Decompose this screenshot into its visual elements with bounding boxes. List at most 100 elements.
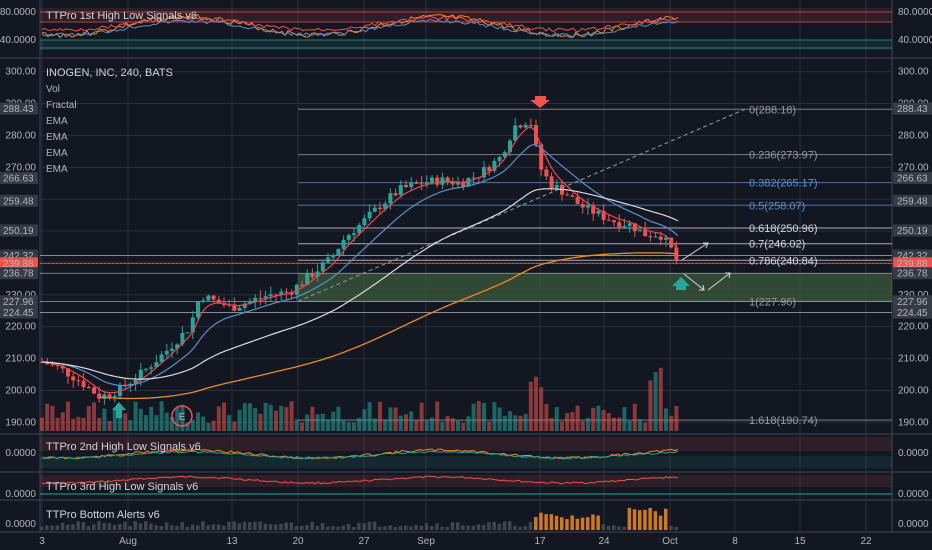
candle: [513, 125, 518, 141]
price-tag-left-text: 266.63: [3, 174, 34, 185]
price-tag-right-text: 250.19: [897, 226, 928, 237]
volume-bar: [367, 402, 372, 431]
alert-bar: [648, 508, 652, 530]
volume-bar: [445, 416, 450, 431]
x-tick-label: 24: [598, 536, 610, 547]
candle: [606, 219, 611, 221]
p3-title: TTPro 3rd High Low Signals v6: [46, 481, 198, 493]
alert-bar: [284, 522, 288, 530]
volume-bar: [492, 402, 497, 431]
second-indicator-panel[interactable]: 0.0000 0.0000: [5, 437, 929, 468]
alert-bar: [404, 525, 408, 530]
price-panel[interactable]: 0(288.18) 0.236(273.97) 0.382(265.17) 0.5(2…: [0, 96, 932, 431]
alert-bar: [279, 523, 283, 530]
volume-bar: [185, 422, 190, 431]
volume-bar: [336, 406, 341, 431]
candle: [180, 332, 185, 345]
volume-bar: [612, 417, 616, 431]
candle: [112, 395, 117, 397]
volume-bar: [638, 418, 642, 431]
price-tag-left: [0, 194, 38, 207]
candle: [352, 233, 356, 236]
alert-bar: [123, 521, 127, 530]
candle: [627, 223, 632, 226]
fib-label-0.5: 0.5(258.07): [749, 200, 805, 212]
volume-bar: [560, 421, 564, 431]
top-oscillator-red: [41, 15, 679, 32]
p2-tick-left: 0.0000: [5, 448, 36, 459]
candle: [216, 299, 221, 303]
alert-bar: [653, 511, 658, 530]
alert-bar: [232, 521, 236, 530]
alert-bar: [414, 524, 418, 530]
alert-bar: [586, 517, 590, 530]
candle: [523, 124, 528, 128]
candle: [393, 193, 398, 196]
candle: [518, 125, 523, 128]
candle: [378, 207, 382, 210]
y-tick-label-right: 210.00: [898, 354, 929, 365]
price-tag-right-text: 239.88: [897, 259, 928, 270]
volume-bar: [138, 408, 143, 431]
candle: [419, 183, 424, 185]
volume-bar: [419, 402, 424, 431]
candle: [97, 393, 102, 399]
volume-bar: [544, 403, 549, 431]
alert-bar: [294, 526, 299, 530]
x-tick-label: 13: [226, 536, 238, 547]
alert-bar: [180, 522, 184, 530]
volume-bar: [414, 419, 419, 431]
x-tick-label: 22: [860, 536, 872, 547]
candle: [388, 193, 393, 204]
volume-bar: [435, 401, 440, 431]
sell-arrow-icon: [530, 96, 550, 108]
alert-bar: [523, 525, 528, 530]
candle: [92, 387, 96, 394]
ema-long-line: [99, 252, 677, 400]
candle: [300, 284, 304, 286]
alert-bar: [40, 526, 44, 530]
candle: [341, 239, 346, 249]
volume-bar: [60, 412, 65, 431]
volume-bar: [362, 409, 367, 431]
alert-bar: [518, 526, 522, 530]
candle: [138, 369, 143, 380]
alert-bar: [50, 525, 54, 530]
candle: [404, 184, 408, 188]
volume-bar: [149, 406, 154, 431]
third-indicator-panel[interactable]: 0.0000 0.0000: [5, 475, 929, 500]
alert-bar: [528, 521, 533, 530]
volume-bar: [456, 420, 460, 431]
candle: [201, 300, 206, 302]
volume-bar: [383, 419, 388, 431]
alert-bar: [658, 515, 663, 530]
volume-bar: [294, 419, 299, 431]
volume-bar: [497, 407, 502, 431]
alert-bar: [289, 522, 294, 530]
candle: [320, 262, 325, 272]
p4-title: TTPro Bottom Alerts v6: [46, 509, 160, 521]
bottom-alerts-panel[interactable]: 0.0000 0.0000: [5, 507, 929, 530]
alert-bar: [175, 525, 179, 530]
volume-bar: [196, 412, 200, 431]
top-indicator-panel[interactable]: 80.0000 80.0000 40.0000 40.0000: [0, 7, 932, 50]
candle: [164, 350, 169, 355]
y-tick-label-right: 300.00: [898, 67, 929, 78]
price-tag-right: [893, 172, 932, 185]
top-tick-left: 40.0000: [0, 35, 36, 46]
alert-bar: [326, 526, 330, 530]
alert-bar: [102, 522, 106, 530]
x-tick-label: 8: [732, 536, 738, 547]
candle: [565, 194, 570, 196]
candle: [367, 211, 372, 219]
alert-bar: [248, 522, 252, 530]
volume-bar: [482, 402, 486, 431]
candle: [502, 152, 507, 158]
p2-lower-band: [40, 456, 892, 468]
price-tag-right-text: 242.32: [897, 251, 928, 262]
alert-bar: [128, 526, 132, 530]
candle: [248, 300, 252, 304]
volume-bar: [513, 415, 518, 431]
volume-bar: [523, 413, 528, 431]
